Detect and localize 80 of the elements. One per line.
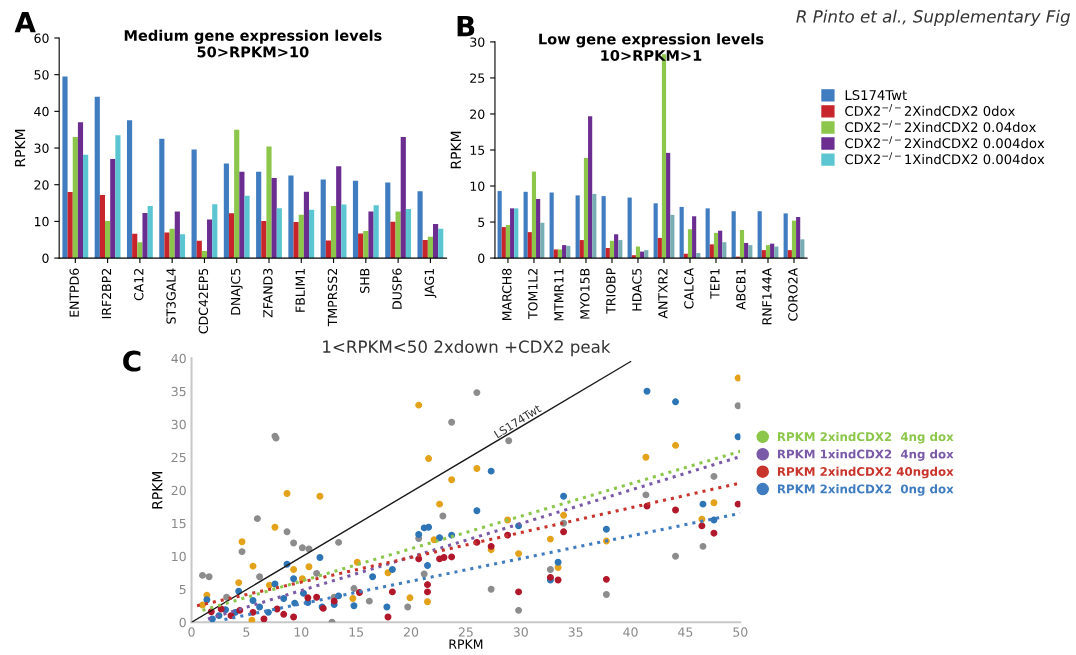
x-tick-label: TMPRSS2 <box>327 269 338 327</box>
legend-label: CDX2$^{−/−}$2XindCDX2 0.04dox <box>845 120 1036 133</box>
x-tick-label: DNAJC5 <box>230 268 243 315</box>
x-tick-label: HDAC5 <box>632 268 642 311</box>
x-tick-label: 50 <box>733 627 748 637</box>
y-axis-title: RPKM <box>152 472 163 509</box>
x-tick-label: MTMR11 <box>554 268 564 321</box>
chart-subtitle: 10>RPKM>1 <box>601 49 702 61</box>
x-tick-label: FBLIM1 <box>295 268 305 312</box>
y-tick-label: 10 <box>172 551 186 562</box>
legend-label: RPKM 1xindCDX2 4ng dox <box>777 449 954 461</box>
y-tick-label: 40 <box>34 106 49 117</box>
y-tick-label: 10 <box>34 216 49 227</box>
x-tick-label: 10 <box>294 627 309 637</box>
y-tick-label: 25 <box>470 73 485 83</box>
x-tick-label: ZFAND3 <box>263 268 273 318</box>
legend-label: RPKM 2xindCDX2 4ng dox <box>777 431 954 444</box>
x-tick-label: MARCH8 <box>502 268 512 321</box>
x-tick-label: RNF144A <box>762 267 772 325</box>
x-tick-label: CALCA <box>684 267 694 309</box>
y-tick-label: 30 <box>171 419 186 430</box>
text: R Pinto et al., Supplementary Fig <box>796 9 1070 26</box>
x-tick-label: TRIOBP <box>606 268 616 314</box>
x-tick-label: 0 <box>188 627 195 637</box>
y-tick-label: 5 <box>179 584 186 595</box>
x-tick-label: ENTPD6 <box>69 268 79 317</box>
legend-label: RPKM 2xindCDX2 40ngdox <box>777 466 954 479</box>
x-tick-label: DUSP6 <box>392 268 402 309</box>
y-tick-label: 35 <box>171 386 186 397</box>
text: B <box>457 15 475 37</box>
x-axis-title: RPKM <box>449 639 483 649</box>
x-tick-label: TOM1L2 <box>528 269 538 319</box>
x-tick-label: CORO2A <box>788 267 798 321</box>
x-tick-label: SHB <box>360 268 370 293</box>
y-axis-title: RPKM <box>14 129 26 167</box>
x-tick-label: 30 <box>513 627 528 637</box>
y-tick-label: 15 <box>172 518 186 529</box>
y-tick-label: 0 <box>478 253 485 263</box>
x-tick-label: 25 <box>458 627 473 637</box>
legend-label: CDX2$^{−/−}$2XindCDX2 0.004dox <box>845 136 1045 149</box>
y-tick-label: 30 <box>470 37 485 47</box>
chart-subtitle: 50>RPKM>10 <box>197 46 309 58</box>
x-tick-label: ST3GAL4 <box>166 268 176 324</box>
y-axis-title: RPKM <box>450 131 461 169</box>
x-tick-label: 35 <box>568 627 583 637</box>
y-tick-label: 50 <box>34 70 49 80</box>
legend-label: CDX2$^{−/−}$2XindCDX2 0dox <box>845 104 1015 117</box>
x-tick-label: MYO15B <box>580 268 590 319</box>
x-tick-label: 15 <box>349 627 364 637</box>
y-tick-label: 5 <box>478 217 485 227</box>
text: C <box>123 350 141 372</box>
y-tick-label: 40 <box>171 353 186 364</box>
legend-label: RPKM 2xindCDX2 0ng dox <box>777 484 954 496</box>
y-tick-label: 15 <box>470 145 485 155</box>
legend-label: CDX2$^{−/−}$1XindCDX2 0.004dox <box>845 152 1045 165</box>
legend-label: LS174Twt <box>845 90 907 101</box>
y-tick-label: 0 <box>179 617 186 628</box>
y-tick-label: 10 <box>470 181 485 191</box>
chart-title: 1<RPKM<50 2xdown +CDX2 peak <box>323 340 611 357</box>
x-tick-label: IRF2BP2 <box>101 269 112 319</box>
chart-title: Medium gene expression levels <box>124 29 382 44</box>
x-tick-label: 45 <box>678 627 693 637</box>
y-tick-label: 20 <box>470 109 485 119</box>
x-tick-label: 20 <box>403 627 419 637</box>
y-tick-label: 25 <box>171 452 186 463</box>
x-tick-label: 40 <box>623 627 638 637</box>
x-tick-label: ABCB1 <box>736 268 746 310</box>
x-tick-label: ANTXR2 <box>658 269 668 319</box>
y-tick-label: 20 <box>171 485 186 496</box>
text: A <box>14 11 36 33</box>
y-tick-label: 30 <box>34 143 49 153</box>
y-tick-label: 20 <box>34 180 49 190</box>
x-tick-label: JAG1 <box>424 268 437 298</box>
y-tick-label: 0 <box>42 253 49 263</box>
x-tick-label: CDC42EP5 <box>198 268 209 334</box>
x-tick-label: TEP1 <box>710 268 720 299</box>
y-tick-label: 60 <box>34 33 49 43</box>
x-tick-label: CA12 <box>134 269 144 301</box>
x-tick-label: 5 <box>243 627 250 637</box>
chart-title: Low gene expression levels <box>539 33 764 48</box>
